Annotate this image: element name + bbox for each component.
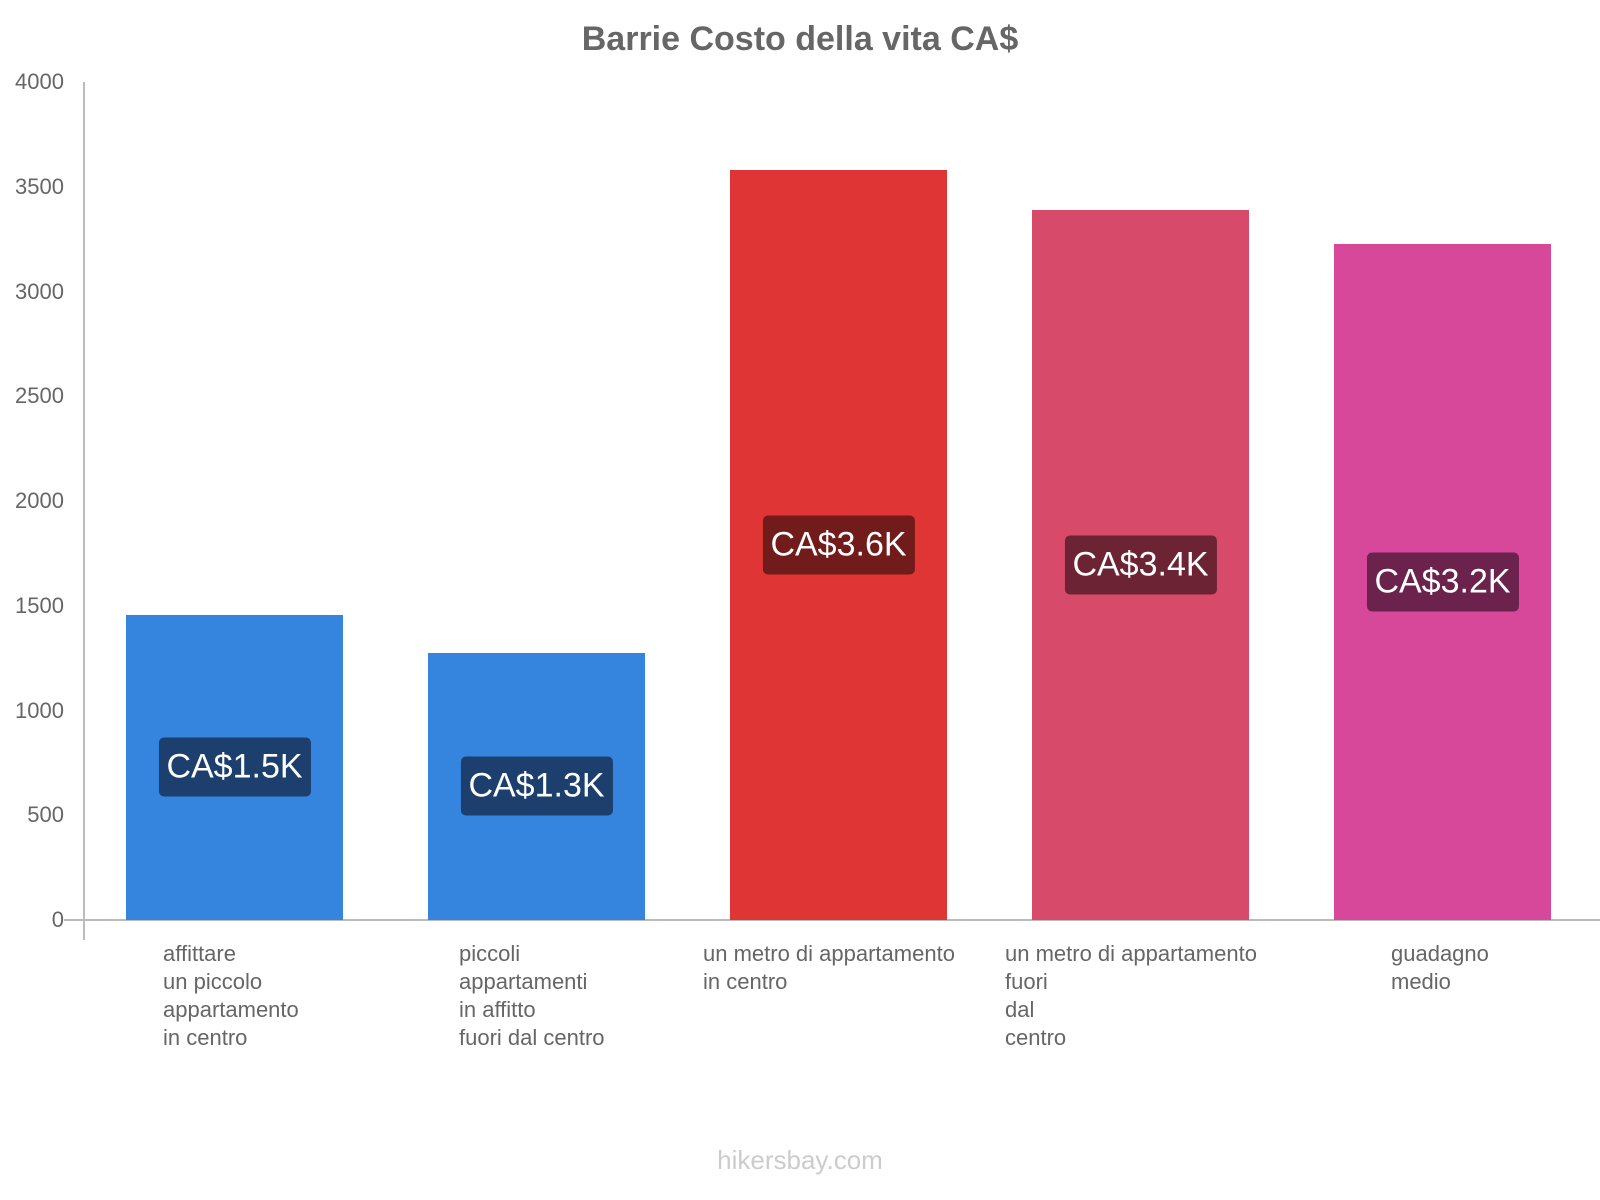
y-tick-label: 3000 [15,278,64,304]
bar-value-label: CA$1.3K [460,756,613,816]
y-tick-label: 2000 [15,488,64,513]
x-category-label: piccoli appartamenti in affitto fuori da… [459,941,605,1050]
x-category-label: affittare un piccolo appartamento in cen… [163,941,299,1050]
bar-value-label: CA$3.6K [762,515,915,575]
x-category-label: guadagno medio [1391,941,1489,994]
bar-value-label: CA$3.4K [1064,535,1217,595]
x-category-label: un metro di appartamento fuori dal centr… [1005,941,1257,1050]
x-category-label: un metro di appartamento in centro [703,941,955,994]
y-tick-label: 4000 [15,69,64,94]
bar-value-label: CA$1.5K [158,737,311,797]
bar-value-label: CA$3.2K [1366,552,1519,612]
y-tick-label: 2500 [15,383,64,409]
watermark: hikersbay.com [717,1145,883,1175]
y-axis-line [83,82,85,940]
y-tick-label: 500 [27,802,64,828]
y-tick-label: 0 [51,907,64,932]
y-tick-label: 1500 [15,592,64,618]
y-tick-label: 1000 [15,697,64,723]
x-axis-line [64,919,1600,921]
y-tick-label: 3500 [15,173,64,199]
chart-title: Barrie Costo della vita CA$ [581,20,1019,58]
